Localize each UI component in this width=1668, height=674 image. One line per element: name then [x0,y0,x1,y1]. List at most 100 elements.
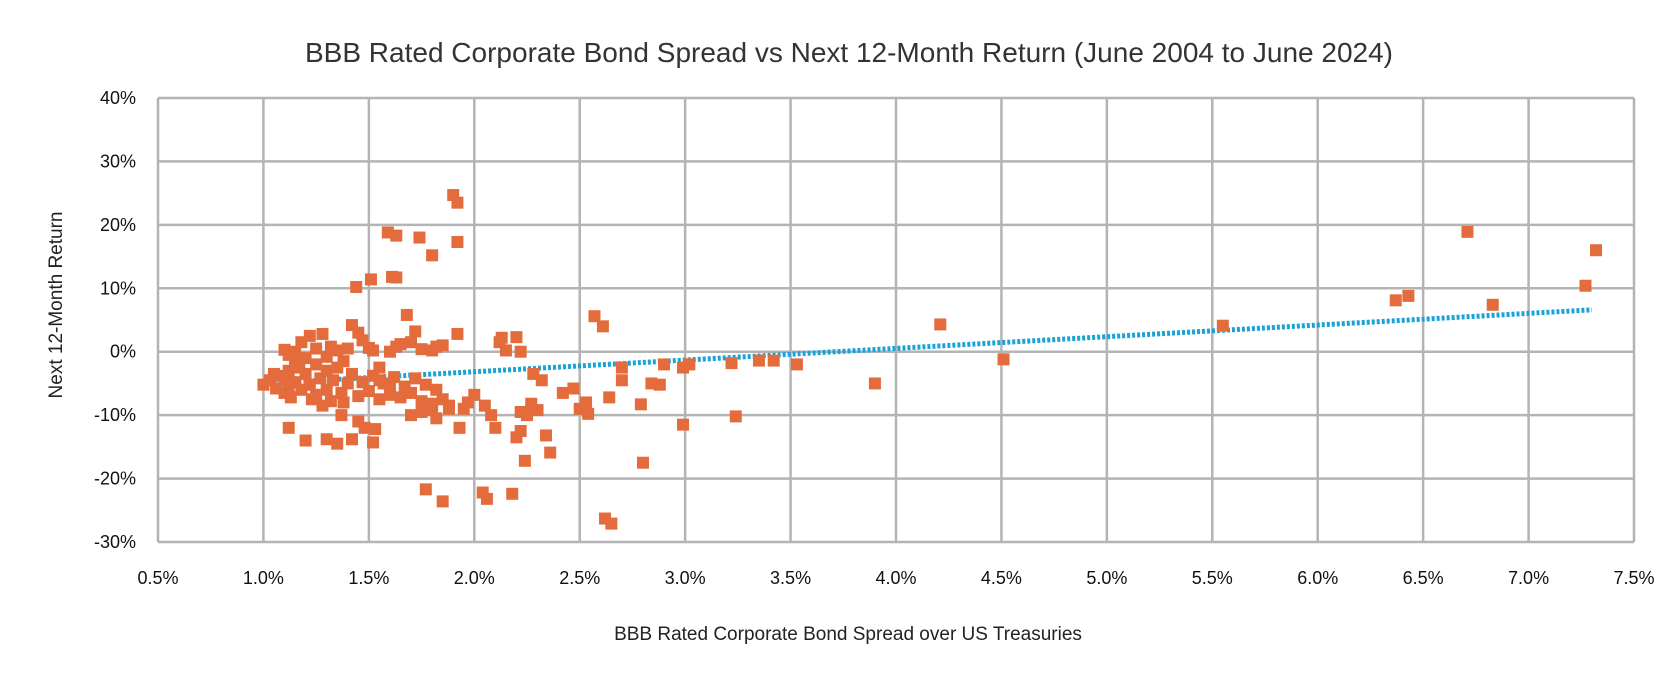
data-point [436,495,449,508]
data-point [352,390,365,403]
data-point [426,249,439,262]
data-point [451,327,464,340]
data-point [683,358,696,371]
data-point [324,395,337,408]
data-point [299,434,312,447]
y-tick-label: 30% [100,151,136,171]
data-point [514,345,527,358]
y-tick-label: 10% [100,278,136,298]
data-point [582,407,595,420]
data-point [451,235,464,248]
data-point [430,383,443,396]
data-point [409,372,422,385]
data-point [299,352,312,365]
data-point [327,374,340,387]
data-point [358,421,371,434]
data-point [337,355,350,368]
data-point [442,399,455,412]
data-point [636,456,649,469]
data-point [316,327,329,340]
x-tick-label: 3.0% [665,568,706,588]
data-point [506,487,519,500]
data-point [373,374,386,387]
data-point [405,409,418,422]
data-point [615,361,628,374]
data-point [535,374,548,387]
x-tick-label: 6.5% [1403,568,1444,588]
data-point [289,345,302,358]
data-point [436,339,449,352]
data-point [405,336,418,349]
data-point [413,231,426,244]
data-point [367,436,380,449]
x-axis-ticks: 0.5% 1.0% 1.5% 2.0% 2.5% 3.0% 3.5% 4.0% 4.5% 5.0%… [137,568,1654,588]
x-tick-label: 7.0% [1508,568,1549,588]
data-point [320,364,333,377]
data-point [1461,225,1474,238]
data-point [790,358,803,371]
data-point [1590,244,1603,257]
data-point [489,421,502,434]
data-point [588,310,601,323]
y-tick-label: 0% [110,342,136,362]
data-point [868,377,881,390]
data-point [367,344,380,357]
data-point [430,412,443,425]
x-axis-label: BBB Rated Corporate Bond Spread over US … [614,624,1082,645]
data-point [539,429,552,442]
data-point [521,409,533,422]
data-point [544,446,557,459]
data-point [373,393,386,406]
data-point [310,342,323,355]
data-point [510,331,523,344]
data-point [531,404,544,417]
data-point [934,318,947,331]
data-point [518,454,531,467]
data-point [405,386,418,399]
y-tick-label: -10% [94,405,136,425]
data-point [303,329,316,342]
data-point [310,388,323,401]
data-point [373,361,386,374]
data-point [580,396,593,409]
data-point [499,344,512,357]
data-point [415,405,428,418]
data-point [362,385,375,398]
x-tick-label: 5.5% [1192,568,1233,588]
data-point [345,433,358,446]
data-point [341,342,354,355]
data-point [320,350,333,363]
x-tick-label: 4.0% [875,568,916,588]
data-point [605,517,618,530]
trendline-layer [263,307,1592,386]
y-axis-ticks: 40% 30% 20% 10% 0% -10% -20% -30% [94,88,136,552]
data-point [729,410,742,423]
data-point [567,382,580,395]
y-tick-label: -20% [94,469,136,489]
data-point [634,398,647,411]
data-point [725,357,738,370]
data-point [394,338,407,351]
data-point [299,367,312,380]
data-point [419,483,432,496]
data-point [677,418,690,431]
data-points [257,189,1603,530]
y-tick-label: 40% [100,88,136,108]
data-point [997,353,1010,366]
data-point [451,196,464,209]
data-point [658,358,671,371]
data-point [341,377,354,390]
data-point [514,425,527,437]
data-point [615,374,628,387]
x-tick-label: 3.5% [770,568,811,588]
data-point [415,343,428,356]
y-tick-label: 20% [100,215,136,235]
data-point [345,367,358,380]
data-point [388,371,401,384]
data-point [400,308,413,321]
data-point [337,396,350,409]
x-tick-label: 4.5% [981,568,1022,588]
chart-title: BBB Rated Corporate Bond Spread vs Next … [305,37,1393,68]
data-point [485,409,498,422]
